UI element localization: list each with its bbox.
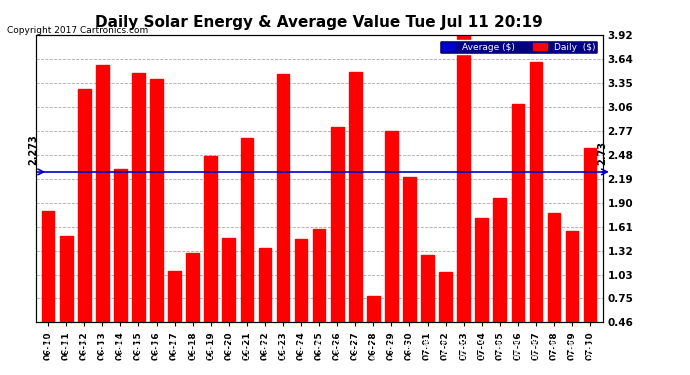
Bar xyxy=(385,131,397,360)
Text: 1.361: 1.361 xyxy=(262,336,268,359)
Bar xyxy=(204,156,217,360)
Text: 1.461: 1.461 xyxy=(298,336,304,359)
Bar xyxy=(421,255,434,360)
Text: 3.392: 3.392 xyxy=(154,336,159,359)
Text: 1.961: 1.961 xyxy=(497,336,503,359)
Text: 2.562: 2.562 xyxy=(587,336,593,359)
Bar xyxy=(222,238,235,360)
Bar xyxy=(548,213,560,360)
Text: 3.451: 3.451 xyxy=(280,336,286,359)
Text: 3.599: 3.599 xyxy=(533,336,539,359)
Legend: Average ($), Daily  ($): Average ($), Daily ($) xyxy=(439,40,598,54)
Text: 2.273: 2.273 xyxy=(29,135,39,165)
Text: 1.498: 1.498 xyxy=(63,336,69,359)
Text: 1.712: 1.712 xyxy=(479,336,484,359)
Bar xyxy=(168,271,181,360)
Bar xyxy=(511,104,524,360)
Bar xyxy=(403,177,416,360)
Bar xyxy=(313,228,326,360)
Text: 3.091: 3.091 xyxy=(515,336,521,359)
Bar xyxy=(457,35,470,360)
Text: 3.275: 3.275 xyxy=(81,336,87,359)
Bar xyxy=(331,127,344,360)
Text: 1.781: 1.781 xyxy=(551,336,557,359)
Text: 1.477: 1.477 xyxy=(226,336,232,359)
Bar xyxy=(367,296,380,360)
Text: 2.306: 2.306 xyxy=(117,336,124,359)
Bar xyxy=(584,148,596,360)
Text: 2.467: 2.467 xyxy=(208,336,214,359)
Text: 1.071: 1.071 xyxy=(442,336,448,359)
Bar xyxy=(132,73,145,360)
Bar xyxy=(277,74,289,360)
Bar xyxy=(440,272,452,360)
Bar xyxy=(114,169,127,360)
Bar xyxy=(259,248,271,360)
Text: 1.292: 1.292 xyxy=(190,336,196,359)
Text: 3.477: 3.477 xyxy=(353,336,358,359)
Bar xyxy=(241,138,253,360)
Text: 2.767: 2.767 xyxy=(388,336,395,359)
Bar xyxy=(530,62,542,360)
Text: 2.677: 2.677 xyxy=(244,336,250,359)
Bar xyxy=(96,65,108,360)
Text: 3.561: 3.561 xyxy=(99,336,106,359)
Text: 1.076: 1.076 xyxy=(172,336,177,359)
Bar xyxy=(349,72,362,360)
Text: 3.467: 3.467 xyxy=(135,336,141,359)
Bar xyxy=(42,211,55,360)
Title: Daily Solar Energy & Average Value Tue Jul 11 20:19: Daily Solar Energy & Average Value Tue J… xyxy=(95,15,543,30)
Text: 2.817: 2.817 xyxy=(334,336,340,359)
Text: 2.207: 2.207 xyxy=(406,336,413,359)
Text: 3.925: 3.925 xyxy=(461,336,466,359)
Text: 0.772: 0.772 xyxy=(371,336,376,359)
Bar xyxy=(475,218,488,360)
Text: Copyright 2017 Cartronics.com: Copyright 2017 Cartronics.com xyxy=(7,26,148,35)
Bar xyxy=(150,79,163,360)
Bar xyxy=(493,198,506,360)
Text: 2.73: 2.73 xyxy=(598,141,608,165)
Bar xyxy=(186,253,199,360)
Bar xyxy=(295,239,307,360)
Text: 1.561: 1.561 xyxy=(569,336,575,359)
Text: 1.268: 1.268 xyxy=(424,336,431,359)
Bar xyxy=(60,236,72,360)
Bar xyxy=(566,231,578,360)
Text: 1.590: 1.590 xyxy=(316,336,322,359)
Text: 1.796: 1.796 xyxy=(45,336,51,359)
Bar xyxy=(78,89,90,360)
